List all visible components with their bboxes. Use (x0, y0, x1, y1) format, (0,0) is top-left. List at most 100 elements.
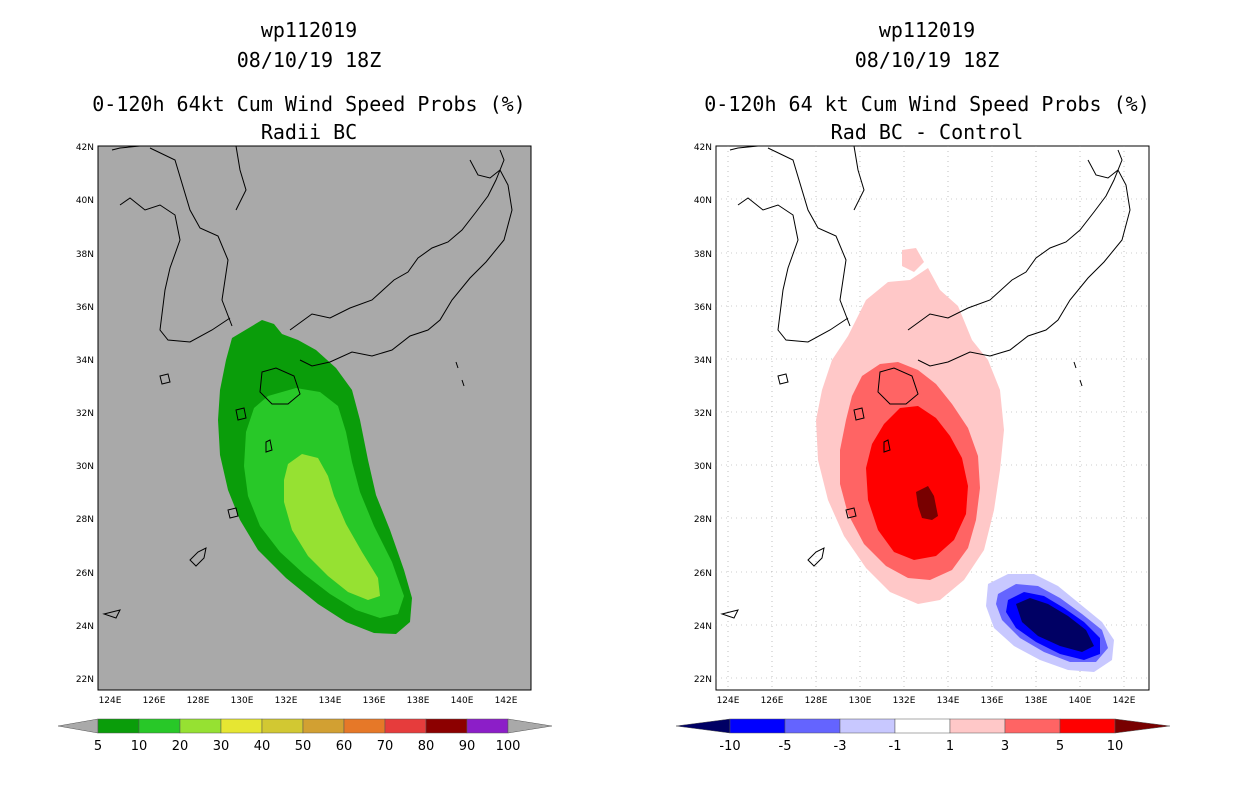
right-legend-arrow-low (675, 718, 731, 734)
right-legend-swatch (1004, 718, 1061, 734)
left-lon-tick: 130E (231, 696, 254, 706)
right-lat-tick: 38N (694, 250, 712, 260)
left-lon-tick: 136E (363, 696, 386, 706)
right-gridlines (716, 146, 1149, 690)
left-legend-swatch (384, 718, 427, 734)
left-map-svg: 42N 40N 38N 36N 34N 32N 30N 28N 26N 24N … (57, 143, 553, 754)
right-diff-5-10 (866, 406, 968, 560)
right-map-svg: 42N 40N 38N 36N 34N 32N 30N 28N 26N 24N … (675, 143, 1171, 754)
left-prob-20-30 (284, 454, 380, 600)
left-legend-arrow-high (507, 718, 553, 734)
left-legend-swatch (343, 718, 386, 734)
right-lon-tick: 128E (805, 696, 828, 706)
right-legend-arrow-high (1114, 718, 1171, 734)
right-lon-tick: 140E (1069, 696, 1092, 706)
left-lat-tick: 26N (76, 569, 94, 579)
right-lon-tick: 134E (937, 696, 960, 706)
right-lon-tick: 126E (761, 696, 784, 706)
left-legend-label: 40 (254, 739, 271, 754)
left-legend-label: 10 (131, 739, 148, 754)
left-legend-label: 80 (418, 739, 435, 754)
right-diff-1-3-small (902, 248, 924, 272)
right-lat-ticks: 42N 40N 38N 36N 34N 32N 30N 28N 26N 24N … (694, 143, 712, 685)
right-legend-labels: -10 -5 -3 -1 1 3 5 10 (719, 739, 1123, 754)
right-lon-tick: 136E (981, 696, 1004, 706)
right-legend-swatch (839, 718, 896, 734)
right-legend (675, 718, 1171, 734)
right-lon-tick: 132E (893, 696, 916, 706)
right-legend-swatch (894, 718, 951, 734)
left-panel: wp112019 08/10/19 18Z 0-120h 64kt Cum Wi… (57, 18, 553, 754)
right-lat-tick: 26N (694, 569, 712, 579)
left-lon-tick: 140E (451, 696, 474, 706)
right-diff-neg-lt10 (1016, 598, 1094, 652)
left-lat-ticks: 42N 40N 38N 36N 34N 32N 30N 28N 26N 24N … (76, 143, 94, 685)
right-lat-tick: 28N (694, 515, 712, 525)
right-legend-label: 1 (946, 739, 954, 754)
right-lon-tick: 130E (849, 696, 872, 706)
right-title: 0-120h 64 kt Cum Wind Speed Probs (%) (704, 92, 1150, 116)
right-legend-swatch (729, 718, 786, 734)
left-lon-tick: 128E (187, 696, 210, 706)
left-legend-swatch (466, 718, 509, 734)
left-coastlines (102, 145, 513, 619)
left-lon-tick: 138E (407, 696, 430, 706)
right-storm-id: wp112019 (878, 18, 976, 42)
left-legend-arrow-low (57, 718, 99, 734)
left-lat-tick: 34N (76, 356, 94, 366)
left-lon-tick: 124E (99, 696, 122, 706)
right-legend-label: -1 (889, 739, 902, 754)
left-datetime: 08/10/19 18Z (236, 48, 382, 72)
right-lat-tick: 36N (694, 303, 712, 313)
right-legend-label: -3 (834, 739, 847, 754)
right-legend-swatch (1059, 718, 1116, 734)
right-diff-gt10 (916, 486, 938, 520)
right-lat-tick: 22N (694, 675, 712, 685)
right-coastlines (720, 145, 1131, 619)
right-legend-swatch (784, 718, 841, 734)
left-lon-tick: 132E (275, 696, 298, 706)
left-legend (57, 718, 553, 734)
right-legend-label: -5 (779, 739, 792, 754)
left-legend-label: 5 (94, 739, 102, 754)
left-legend-swatch (179, 718, 222, 734)
right-lat-tick: 34N (694, 356, 712, 366)
left-subtitle: Radii BC (260, 120, 358, 144)
left-lat-tick: 22N (76, 675, 94, 685)
left-legend-swatch (425, 718, 468, 734)
right-lat-tick: 40N (694, 196, 712, 206)
left-lat-tick: 40N (76, 196, 94, 206)
left-lat-tick: 36N (76, 303, 94, 313)
left-legend-label: 90 (459, 739, 476, 754)
left-lat-tick: 32N (76, 409, 94, 419)
right-lon-ticks: 124E 126E 128E 130E 132E 134E 136E 138E … (717, 696, 1136, 706)
left-legend-label: 50 (295, 739, 312, 754)
left-legend-label: 70 (377, 739, 394, 754)
right-lon-tick: 142E (1113, 696, 1136, 706)
left-legend-swatch (220, 718, 263, 734)
right-lat-tick: 30N (694, 462, 712, 472)
right-legend-label: 3 (1001, 739, 1009, 754)
left-legend-swatch (261, 718, 304, 734)
left-title: 0-120h 64kt Cum Wind Speed Probs (%) (92, 92, 526, 116)
right-panel: wp112019 08/10/19 18Z 0-120h 64 kt Cum W… (618, 0, 1236, 800)
right-legend-label: 5 (1056, 739, 1064, 754)
left-lat-tick: 38N (76, 250, 94, 260)
left-lat-tick: 30N (76, 462, 94, 472)
right-lon-tick: 138E (1025, 696, 1048, 706)
left-lat-tick: 24N (76, 622, 94, 632)
left-legend-label: 20 (172, 739, 189, 754)
right-lon-tick: 124E (717, 696, 740, 706)
right-legend-label: 10 (1107, 739, 1124, 754)
right-lat-tick: 32N (694, 409, 712, 419)
right-legend-label: -10 (719, 739, 740, 754)
left-lat-tick: 42N (76, 143, 94, 153)
left-lon-tick: 126E (143, 696, 166, 706)
right-subtitle: Rad BC - Control (830, 120, 1024, 144)
left-lat-tick: 28N (76, 515, 94, 525)
right-legend-swatch (949, 718, 1006, 734)
left-lon-tick: 142E (495, 696, 518, 706)
left-legend-label: 100 (496, 739, 521, 754)
right-lat-tick: 24N (694, 622, 712, 632)
left-lon-ticks: 124E 126E 128E 130E 132E 134E 136E 138E … (99, 696, 518, 706)
